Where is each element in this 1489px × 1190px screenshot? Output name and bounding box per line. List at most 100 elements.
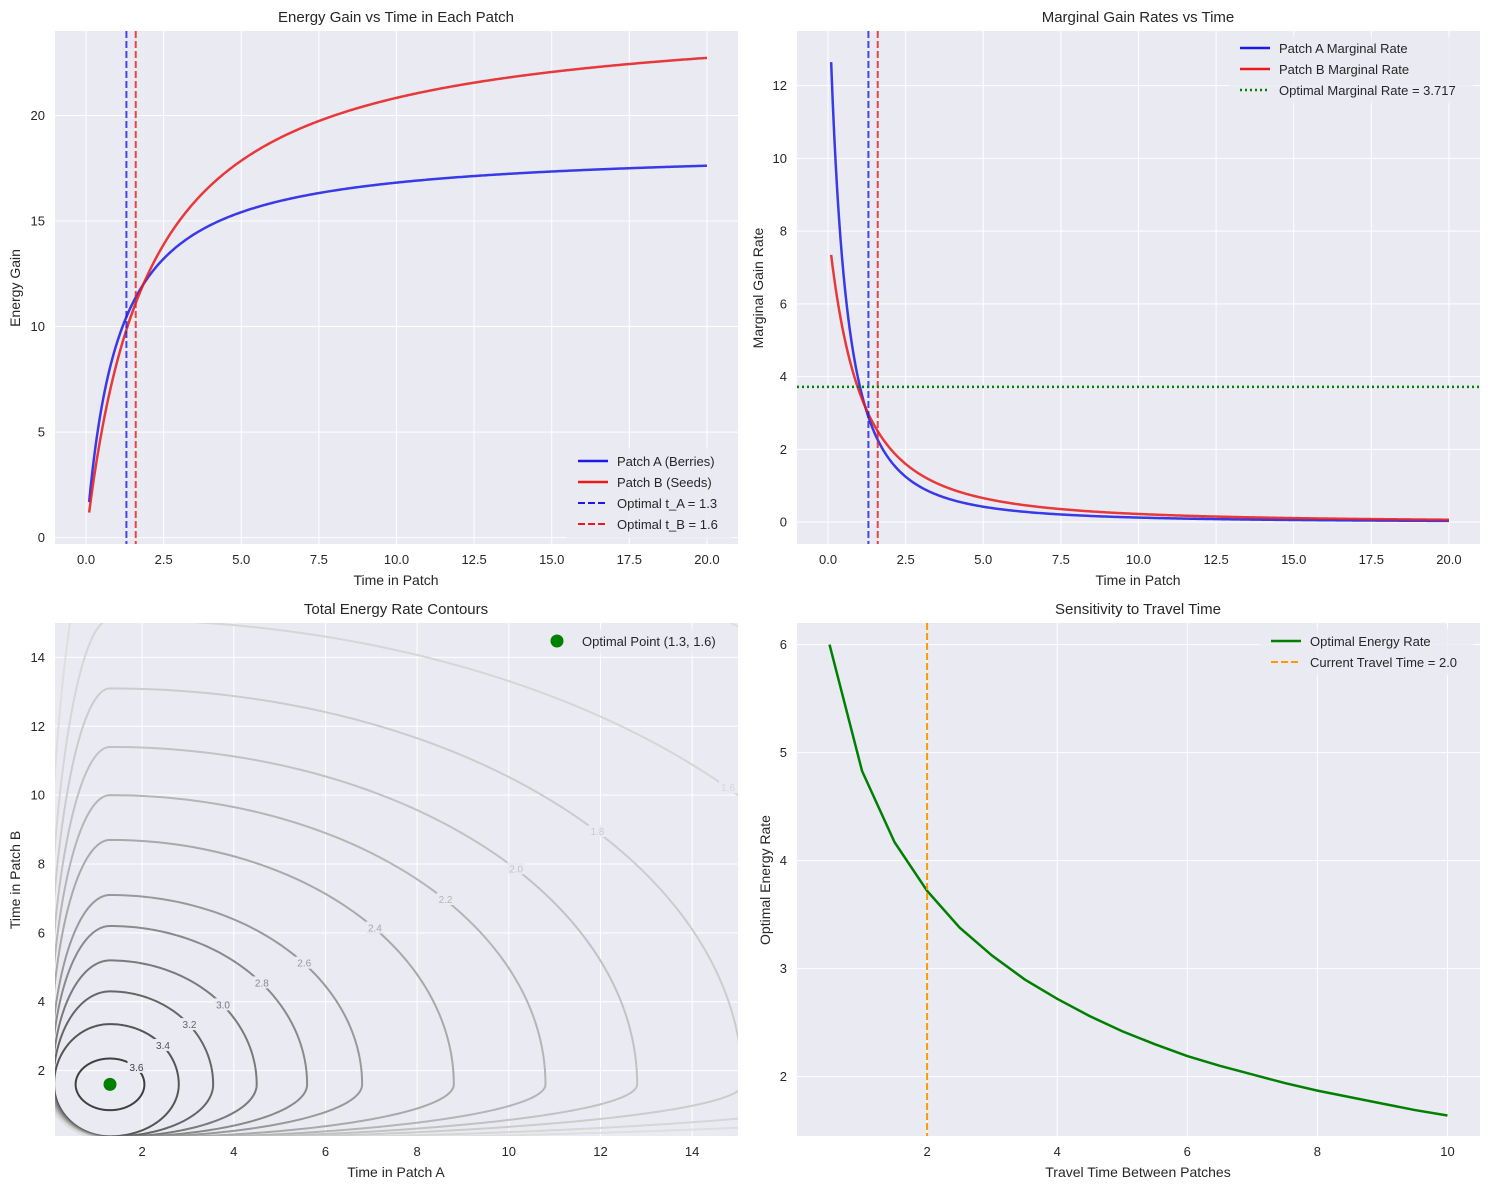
energy-legend: Patch A (Berries) Patch B (Seeds) Optima… bbox=[566, 448, 732, 538]
y-tick-label: 12 bbox=[31, 719, 45, 734]
contour-label: 3.0 bbox=[216, 1000, 230, 1011]
contour-label-bg bbox=[127, 1060, 146, 1073]
y-tick-label: 2 bbox=[38, 1063, 45, 1078]
contour-level-1.6 bbox=[55, 623, 738, 1136]
contour-label-bg bbox=[153, 1038, 172, 1051]
x-tick-label: 2.5 bbox=[897, 552, 915, 567]
sensitivity-chart-title: Sensitivity to Travel Time bbox=[1055, 601, 1221, 618]
legend-label-patch-a: Patch A (Berries) bbox=[617, 454, 715, 469]
y-tick-label: 4 bbox=[780, 853, 787, 868]
y-tick-label: 10 bbox=[773, 151, 787, 166]
contour-panel: 3.63.43.23.02.82.62.42.22.01.81.61.4 246… bbox=[7, 601, 738, 1180]
sensitivity-x-axis-label: Travel Time Between Patches bbox=[1045, 1164, 1230, 1180]
x-tick-label: 15.0 bbox=[1281, 552, 1306, 567]
y-tick-label: 0 bbox=[780, 515, 787, 530]
series-line-patch-b bbox=[829, 254, 1449, 521]
x-tick-label: 20.0 bbox=[694, 552, 719, 567]
x-tick-label: 12.5 bbox=[1203, 552, 1228, 567]
legend-label-optimal-marginal: Optimal Marginal Rate = 3.717 bbox=[1279, 83, 1456, 98]
y-tick-label: 2 bbox=[780, 1069, 787, 1084]
contour-level-1.8 bbox=[55, 687, 738, 1136]
x-tick-label: 12.5 bbox=[461, 552, 486, 567]
y-tick-label: 12 bbox=[773, 78, 787, 93]
energy-y-axis-label: Energy Gain bbox=[7, 249, 23, 327]
sensitivity-y-axis-label: Optimal Energy Rate bbox=[757, 815, 773, 945]
x-tick-label: 10 bbox=[1440, 1144, 1454, 1159]
legend-label-patch-b: Patch B (Seeds) bbox=[617, 475, 712, 490]
series-line-optimal-energy-rate bbox=[828, 644, 1448, 1117]
marginal-tick-labels: 0.0 2.5 5.0 7.5 10.0 12.5 15.0 17.5 20.0 0 2 4 6 8 10 1… bbox=[773, 78, 1462, 567]
contour-level-2.0 bbox=[55, 745, 639, 1136]
x-tick-label: 17.5 bbox=[617, 552, 642, 567]
marginal-grid bbox=[797, 31, 1480, 544]
x-tick-label: 14 bbox=[685, 1144, 699, 1159]
x-tick-label: 6 bbox=[1184, 1144, 1191, 1159]
energy-chart-title: Energy Gain vs Time in Each Patch bbox=[278, 9, 514, 26]
y-tick-label: 10 bbox=[31, 319, 45, 334]
contour-label: 1.8 bbox=[590, 827, 604, 838]
energy-tick-labels: 0.0 2.5 5.0 7.5 10.0 12.5 15.0 17.5 20.0 0 5 10 15 20 bbox=[31, 108, 720, 567]
contour-label: 3.6 bbox=[130, 1063, 144, 1074]
contour-level-2.2 bbox=[55, 794, 547, 1136]
contour-level-3.4 bbox=[55, 1023, 180, 1136]
contour-y-axis-label: Time in Patch B bbox=[7, 831, 23, 929]
contour-label: 1.6 bbox=[721, 783, 735, 794]
contour-label-bg bbox=[180, 1018, 199, 1031]
contour-level-2.4 bbox=[55, 838, 455, 1136]
contour-level-2.6 bbox=[55, 893, 364, 1136]
y-tick-label: 6 bbox=[780, 637, 787, 652]
x-tick-label: 17.5 bbox=[1359, 552, 1384, 567]
contour-level-1.4 bbox=[55, 623, 738, 1136]
x-tick-label: 10.0 bbox=[384, 552, 409, 567]
legend-label-optimal-ta: Optimal t_A = 1.3 bbox=[617, 496, 717, 511]
contour-label: 2.2 bbox=[439, 895, 453, 906]
x-tick-label: 2 bbox=[923, 1144, 930, 1159]
legend-label-marginal-b: Patch B Marginal Rate bbox=[1279, 62, 1409, 77]
contour-label: 2.8 bbox=[255, 978, 269, 989]
contour-label-bg bbox=[588, 824, 607, 837]
y-tick-label: 2 bbox=[780, 442, 787, 457]
marginal-x-axis-label: Time in Patch bbox=[1095, 572, 1180, 588]
contour-chart-title: Total Energy Rate Contours bbox=[304, 601, 488, 618]
contour-legend: Optimal Point (1.3, 1.6) bbox=[540, 629, 732, 655]
x-tick-label: 15.0 bbox=[539, 552, 564, 567]
energy-gain-panel: 0.0 2.5 5.0 7.5 10.0 12.5 15.0 17.5 20.0 0 5 10 15 20… bbox=[7, 9, 738, 588]
y-tick-label: 4 bbox=[38, 994, 45, 1009]
x-tick-label: 7.5 bbox=[310, 552, 328, 567]
sensitivity-tick-labels: 2 4 6 8 10 2 3 4 5 6 bbox=[780, 637, 1455, 1159]
contour-label-bg bbox=[365, 921, 384, 934]
x-tick-label: 0.0 bbox=[77, 552, 95, 567]
contour-label-bg bbox=[295, 956, 314, 969]
y-tick-label: 0 bbox=[38, 530, 45, 545]
optimal-point-marker bbox=[103, 1077, 117, 1091]
contour-x-axis-label: Time in Patch A bbox=[347, 1164, 445, 1180]
y-tick-label: 3 bbox=[780, 961, 787, 976]
y-tick-label: 10 bbox=[31, 788, 45, 803]
legend-label-optimal-tb: Optimal t_B = 1.6 bbox=[617, 517, 718, 532]
y-tick-label: 8 bbox=[38, 857, 45, 872]
x-tick-label: 10.0 bbox=[1126, 552, 1151, 567]
sensitivity-plot-area bbox=[797, 623, 1480, 1136]
contour-label: 3.2 bbox=[183, 1020, 197, 1031]
contour-label-bg bbox=[507, 862, 526, 875]
x-tick-label: 4 bbox=[230, 1144, 237, 1159]
series-line-patch-b bbox=[87, 56, 708, 513]
legend-label-optimal-energy-rate: Optimal Energy Rate bbox=[1310, 634, 1431, 649]
marginal-rate-panel: 0.0 2.5 5.0 7.5 10.0 12.5 15.0 17.5 20.0 0 2 4 6 8 10 1… bbox=[750, 9, 1480, 588]
contour-level-3.0 bbox=[55, 959, 258, 1136]
x-tick-label: 2.5 bbox=[155, 552, 173, 567]
marginal-chart-title: Marginal Gain Rates vs Time bbox=[1042, 9, 1235, 26]
legend-label-marginal-a: Patch A Marginal Rate bbox=[1279, 41, 1408, 56]
x-tick-label: 4 bbox=[1054, 1144, 1061, 1159]
energy-series bbox=[87, 31, 708, 544]
sensitivity-legend: Optimal Energy Rate Current Travel Time … bbox=[1260, 629, 1473, 675]
x-tick-label: 10 bbox=[502, 1144, 516, 1159]
energy-x-axis-label: Time in Patch bbox=[353, 572, 438, 588]
legend-label-optimal-point: Optimal Point (1.3, 1.6) bbox=[582, 634, 716, 649]
x-tick-label: 7.5 bbox=[1052, 552, 1070, 567]
contour-level-2.8 bbox=[55, 924, 309, 1136]
y-tick-label: 6 bbox=[38, 925, 45, 940]
y-tick-label: 15 bbox=[31, 214, 45, 229]
sensitivity-grid bbox=[797, 623, 1480, 1136]
